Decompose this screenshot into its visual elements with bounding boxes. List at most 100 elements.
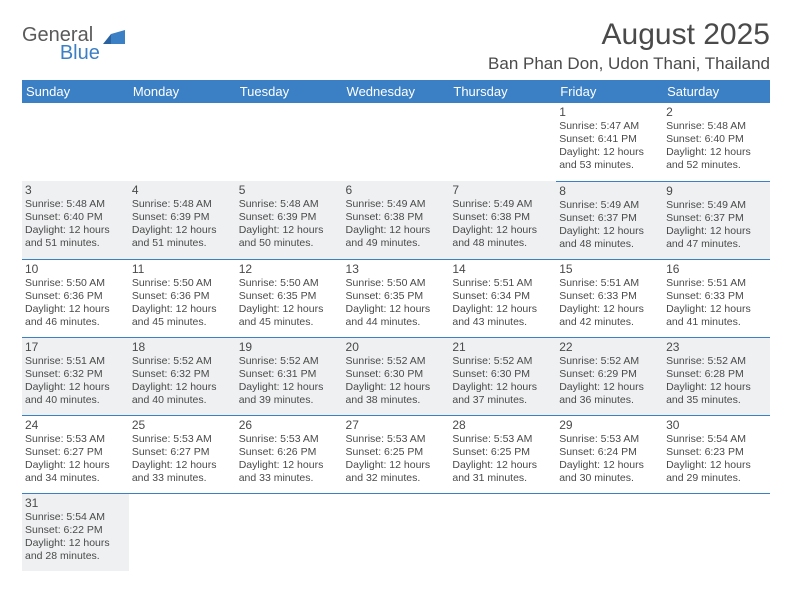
day-info: Sunrise: 5:48 AMSunset: 6:39 PMDaylight:…: [132, 198, 233, 251]
day-info: Sunrise: 5:48 AMSunset: 6:40 PMDaylight:…: [25, 198, 126, 251]
day-number: 25: [132, 418, 233, 432]
day-info: Sunrise: 5:52 AMSunset: 6:28 PMDaylight:…: [666, 355, 767, 408]
calendar-row: 31Sunrise: 5:54 AMSunset: 6:22 PMDayligh…: [22, 493, 770, 571]
day-number: 29: [559, 418, 660, 432]
day-number: 11: [132, 262, 233, 276]
day-cell: 10Sunrise: 5:50 AMSunset: 6:36 PMDayligh…: [22, 259, 129, 337]
day-cell: 6Sunrise: 5:49 AMSunset: 6:38 PMDaylight…: [343, 181, 450, 259]
day-info: Sunrise: 5:49 AMSunset: 6:37 PMDaylight:…: [666, 199, 767, 252]
dow-row: SundayMondayTuesdayWednesdayThursdayFrid…: [22, 80, 770, 103]
day-number: 10: [25, 262, 126, 276]
empty-cell: [449, 103, 556, 181]
day-info: Sunrise: 5:51 AMSunset: 6:34 PMDaylight:…: [452, 277, 553, 330]
day-number: 14: [452, 262, 553, 276]
day-cell: 18Sunrise: 5:52 AMSunset: 6:32 PMDayligh…: [129, 337, 236, 415]
day-number: 9: [666, 184, 767, 198]
day-number: 8: [559, 184, 660, 198]
day-cell: 30Sunrise: 5:54 AMSunset: 6:23 PMDayligh…: [663, 415, 770, 493]
day-cell: 1Sunrise: 5:47 AMSunset: 6:41 PMDaylight…: [556, 103, 663, 181]
day-number: 7: [452, 183, 553, 197]
empty-cell: [556, 493, 663, 571]
day-info: Sunrise: 5:50 AMSunset: 6:36 PMDaylight:…: [25, 277, 126, 330]
day-number: 23: [666, 340, 767, 354]
calendar-row: 3Sunrise: 5:48 AMSunset: 6:40 PMDaylight…: [22, 181, 770, 259]
day-number: 27: [346, 418, 447, 432]
day-cell: 31Sunrise: 5:54 AMSunset: 6:22 PMDayligh…: [22, 493, 129, 571]
day-cell: 29Sunrise: 5:53 AMSunset: 6:24 PMDayligh…: [556, 415, 663, 493]
dow-header: Wednesday: [343, 80, 450, 103]
dow-header: Thursday: [449, 80, 556, 103]
day-number: 3: [25, 183, 126, 197]
calendar-table: SundayMondayTuesdayWednesdayThursdayFrid…: [22, 80, 770, 571]
day-number: 1: [559, 105, 660, 119]
day-number: 24: [25, 418, 126, 432]
day-info: Sunrise: 5:50 AMSunset: 6:36 PMDaylight:…: [132, 277, 233, 330]
day-number: 26: [239, 418, 340, 432]
day-info: Sunrise: 5:53 AMSunset: 6:26 PMDaylight:…: [239, 433, 340, 486]
day-info: Sunrise: 5:49 AMSunset: 6:37 PMDaylight:…: [559, 199, 660, 252]
day-cell: 27Sunrise: 5:53 AMSunset: 6:25 PMDayligh…: [343, 415, 450, 493]
dow-header: Sunday: [22, 80, 129, 103]
dow-header: Friday: [556, 80, 663, 103]
empty-cell: [343, 493, 450, 571]
day-cell: 14Sunrise: 5:51 AMSunset: 6:34 PMDayligh…: [449, 259, 556, 337]
day-info: Sunrise: 5:50 AMSunset: 6:35 PMDaylight:…: [239, 277, 340, 330]
day-cell: 8Sunrise: 5:49 AMSunset: 6:37 PMDaylight…: [556, 181, 663, 259]
day-number: 5: [239, 183, 340, 197]
day-cell: 2Sunrise: 5:48 AMSunset: 6:40 PMDaylight…: [663, 103, 770, 181]
day-number: 18: [132, 340, 233, 354]
calendar-row: 24 Sunrise: 5:53 AMSunset: 6:27 PMDayligh…: [22, 415, 770, 493]
day-number: 30: [666, 418, 767, 432]
day-number: 31: [25, 496, 126, 510]
day-cell: 19Sunrise: 5:52 AMSunset: 6:31 PMDayligh…: [236, 337, 343, 415]
day-cell: 13Sunrise: 5:50 AMSunset: 6:35 PMDayligh…: [343, 259, 450, 337]
day-info: Sunrise: 5:52 AMSunset: 6:30 PMDaylight:…: [346, 355, 447, 408]
empty-cell: [236, 103, 343, 181]
day-number: 28: [452, 418, 553, 432]
logo-text: General GenBlue: [22, 26, 100, 62]
day-info: Sunrise: 5:52 AMSunset: 6:29 PMDaylight:…: [559, 355, 660, 408]
calendar-row: 1Sunrise: 5:47 AMSunset: 6:41 PMDaylight…: [22, 103, 770, 181]
day-number: 15: [559, 262, 660, 276]
day-number: 21: [452, 340, 553, 354]
day-cell: 4Sunrise: 5:48 AMSunset: 6:39 PMDaylight…: [129, 181, 236, 259]
title-block: August 2025 Ban Phan Don, Udon Thani, Th…: [488, 18, 770, 74]
day-info: Sunrise: 5:49 AMSunset: 6:38 PMDaylight:…: [346, 198, 447, 251]
day-cell: 9Sunrise: 5:49 AMSunset: 6:37 PMDaylight…: [663, 181, 770, 259]
day-cell: 5Sunrise: 5:48 AMSunset: 6:39 PMDaylight…: [236, 181, 343, 259]
day-number: 4: [132, 183, 233, 197]
day-info: Sunrise: 5:53 AMSunset: 6:25 PMDaylight:…: [452, 433, 553, 486]
day-info: Sunrise: 5:52 AMSunset: 6:32 PMDaylight:…: [132, 355, 233, 408]
empty-cell: [22, 103, 129, 181]
day-cell: 3Sunrise: 5:48 AMSunset: 6:40 PMDaylight…: [22, 181, 129, 259]
day-cell: 16Sunrise: 5:51 AMSunset: 6:33 PMDayligh…: [663, 259, 770, 337]
day-info: Sunrise: 5:48 AMSunset: 6:39 PMDaylight:…: [239, 198, 340, 251]
day-number: 13: [346, 262, 447, 276]
day-number: 22: [559, 340, 660, 354]
dow-header: Saturday: [663, 80, 770, 103]
empty-cell: [343, 103, 450, 181]
day-info: Sunrise: 5:51 AMSunset: 6:32 PMDaylight:…: [25, 355, 126, 408]
day-info: Sunrise: 5:53 AMSunset: 6:24 PMDaylight:…: [559, 433, 660, 486]
day-number: 2: [666, 105, 767, 119]
day-info: Sunrise: 5:48 AMSunset: 6:40 PMDaylight:…: [666, 120, 767, 173]
day-info: Sunrise: 5:53 AMSunset: 6:27 PMDaylight:…: [132, 433, 233, 486]
day-cell: 12Sunrise: 5:50 AMSunset: 6:35 PMDayligh…: [236, 259, 343, 337]
day-cell: 7Sunrise: 5:49 AMSunset: 6:38 PMDaylight…: [449, 181, 556, 259]
day-cell: 17Sunrise: 5:51 AMSunset: 6:32 PMDayligh…: [22, 337, 129, 415]
empty-cell: [129, 103, 236, 181]
day-info: Sunrise: 5:52 AMSunset: 6:30 PMDaylight:…: [452, 355, 553, 408]
dow-header: Tuesday: [236, 80, 343, 103]
calendar-row: 10Sunrise: 5:50 AMSunset: 6:36 PMDayligh…: [22, 259, 770, 337]
day-info: Sunrise: 5:54 AMSunset: 6:23 PMDaylight:…: [666, 433, 767, 486]
day-info: Sunrise: 5:51 AMSunset: 6:33 PMDaylight:…: [666, 277, 767, 330]
day-cell: 20Sunrise: 5:52 AMSunset: 6:30 PMDayligh…: [343, 337, 450, 415]
empty-cell: [236, 493, 343, 571]
day-number: 19: [239, 340, 340, 354]
flag-icon: [103, 30, 127, 50]
day-cell: 22Sunrise: 5:52 AMSunset: 6:29 PMDayligh…: [556, 337, 663, 415]
day-number: 12: [239, 262, 340, 276]
day-cell: 15Sunrise: 5:51 AMSunset: 6:33 PMDayligh…: [556, 259, 663, 337]
dow-header: Monday: [129, 80, 236, 103]
day-cell: 11Sunrise: 5:50 AMSunset: 6:36 PMDayligh…: [129, 259, 236, 337]
